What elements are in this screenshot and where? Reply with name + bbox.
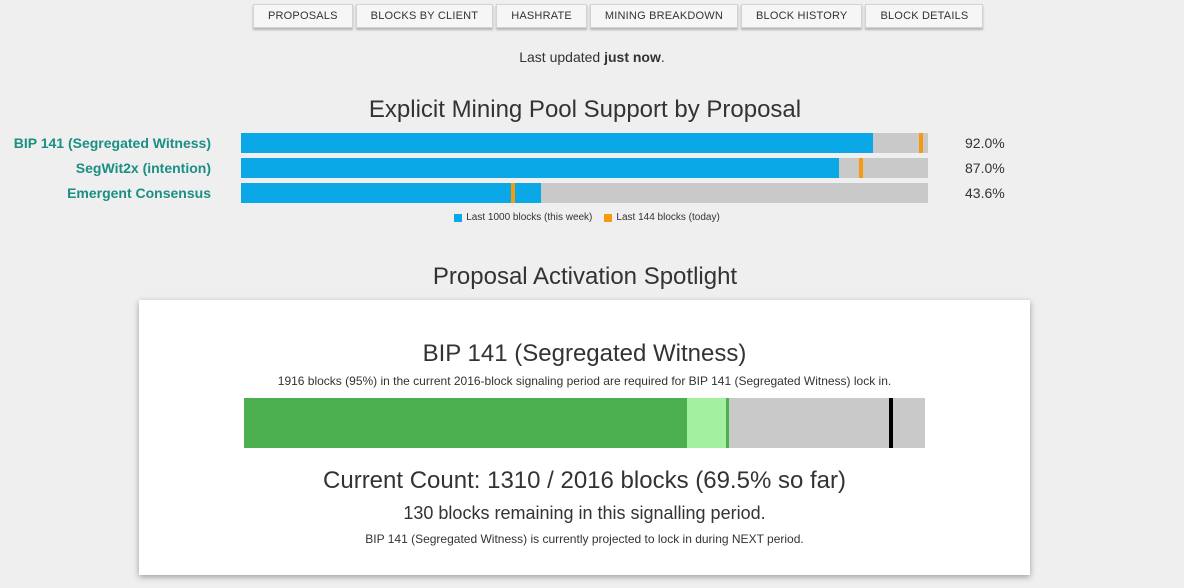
activation-progress-bar [244,398,925,448]
legend-swatch-today [604,213,613,222]
nav-button-block-history[interactable]: BLOCK HISTORY [741,4,863,28]
legend-label-today: Last 144 blocks (today) [616,212,720,223]
today-support-marker [511,183,516,203]
week-support-bar [241,133,874,153]
last-updated-value: just now [604,49,661,65]
support-percent: 87.0% [965,160,1005,176]
support-legend: Last 1000 blocks (this week) Last 144 bl… [0,212,1174,223]
last-updated-suffix: . [660,49,665,65]
nav-button-blocks-by-client[interactable]: BLOCKS BY CLIENT [355,4,494,28]
today-support-marker [919,133,924,153]
support-chart-title: Explicit Mining Pool Support by Proposal [368,96,802,123]
projected-progress-edge [725,398,729,448]
support-percent: 92.0% [965,135,1005,151]
proposal-row: Emergent Consensus 43.6% [0,183,1184,208]
proposal-bar-track [241,133,928,153]
spotlight-title: Proposal Activation Spotlight [432,263,738,290]
nav-button-proposals[interactable]: PROPOSALS [253,4,353,28]
last-updated-text: Last updated just now. [0,49,1184,65]
today-support-marker [859,158,864,178]
projection-text: BIP 141 (Segregated Witness) is currentl… [365,532,804,546]
legend-item-week: Last 1000 blocks (this week) [454,212,592,223]
spotlight-proposal-title: BIP 141 (Segregated Witness) [422,340,747,367]
nav-button-hashrate[interactable]: HASHRATE [496,4,587,28]
spotlight-card: BIP 141 (Segregated Witness) 1916 blocks… [139,300,1030,575]
top-nav: PROPOSALS BLOCKS BY CLIENT HASHRATE MINING … [253,4,984,28]
nav-button-mining-breakdown[interactable]: MINING BREAKDOWN [589,4,738,28]
support-chart: BIP 141 (Segregated Witness) 92.0% SegWit2… [0,133,1184,208]
proposal-label[interactable]: Emergent Consensus [67,185,211,201]
nav-button-block-details[interactable]: BLOCK DETAILS [865,4,984,28]
week-support-bar [241,183,541,203]
support-percent: 43.6% [965,185,1005,201]
legend-label-week: Last 1000 blocks (this week) [466,212,593,223]
week-support-bar [241,158,839,178]
last-updated-prefix: Last updated [519,49,605,65]
blocks-remaining-text: 130 blocks remaining in this signalling … [403,503,766,523]
current-progress-fill [244,398,687,448]
proposal-label[interactable]: SegWit2x (intention) [75,160,211,176]
proposal-bar-track [241,183,928,203]
proposal-bar-track [241,158,928,178]
lock-in-threshold-marker [888,398,893,448]
proposal-row: SegWit2x (intention) 87.0% [0,158,1184,183]
current-count-text: Current Count: 1310 / 2016 blocks (69.5%… [323,467,846,494]
spotlight-requirement-text: 1916 blocks (95%) in the current 2016-bl… [277,374,892,388]
legend-item-today: Last 144 blocks (today) [604,212,720,223]
proposal-row: BIP 141 (Segregated Witness) 92.0% [0,133,1184,158]
legend-swatch-week [454,213,463,222]
proposal-label[interactable]: BIP 141 (Segregated Witness) [13,135,211,151]
